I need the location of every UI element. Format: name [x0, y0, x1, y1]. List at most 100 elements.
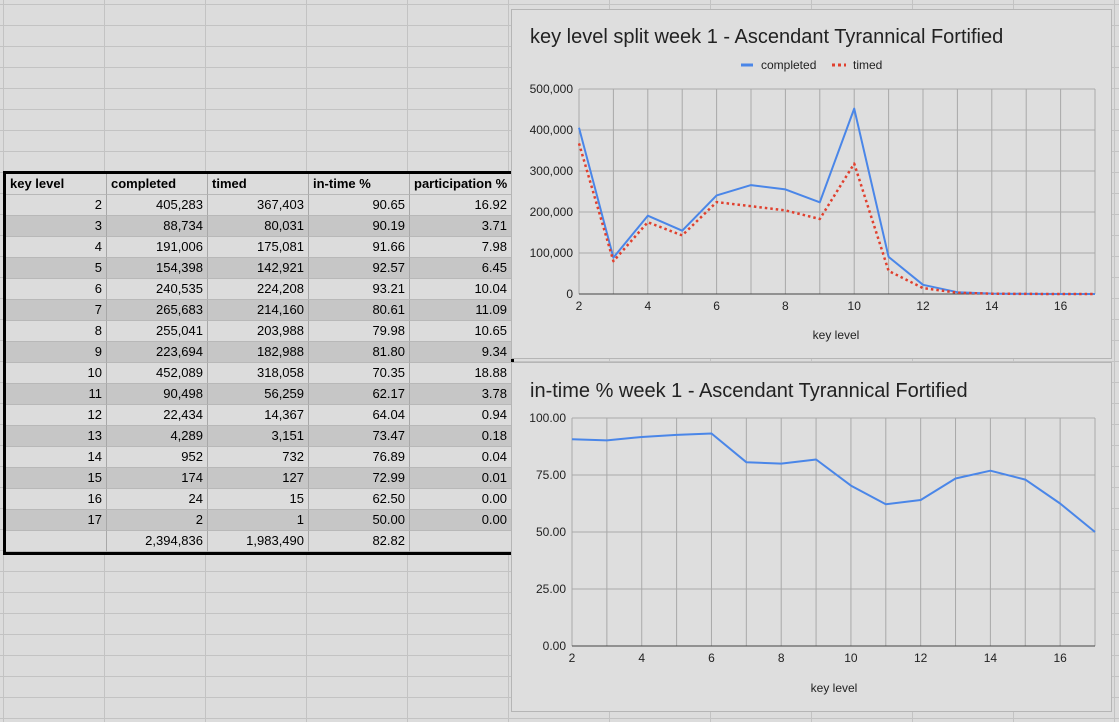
table-cell[interactable]: 142,921 [208, 258, 309, 279]
table-cell[interactable]: 22,434 [107, 405, 208, 426]
data-point[interactable] [709, 431, 713, 435]
table-cell[interactable]: 214,160 [208, 300, 309, 321]
total-cell[interactable]: 2,394,836 [107, 531, 208, 552]
table-cell[interactable]: 223,694 [107, 342, 208, 363]
data-point[interactable] [744, 460, 748, 464]
table-cell[interactable]: 10 [6, 363, 107, 384]
table-cell[interactable]: 224,208 [208, 279, 309, 300]
table-cell[interactable]: 9 [6, 342, 107, 363]
table-cell[interactable]: 76.89 [309, 447, 410, 468]
data-point[interactable] [779, 462, 783, 466]
table-cell[interactable]: 0.04 [410, 447, 511, 468]
table-cell[interactable]: 15 [6, 468, 107, 489]
table-cell[interactable]: 154,398 [107, 258, 208, 279]
table-cell[interactable]: 7.98 [410, 237, 511, 258]
table-cell[interactable]: 0.94 [410, 405, 511, 426]
table-cell[interactable]: 318,058 [208, 363, 309, 384]
data-point[interactable] [715, 193, 719, 197]
table-cell[interactable]: 5 [6, 258, 107, 279]
table-cell[interactable]: 15 [208, 489, 309, 510]
table-cell[interactable]: 80,031 [208, 216, 309, 237]
table-cell[interactable]: 56,259 [208, 384, 309, 405]
table-cell[interactable]: 10.04 [410, 279, 511, 300]
data-point[interactable] [884, 502, 888, 506]
table-cell[interactable]: 0.18 [410, 426, 511, 447]
table-cell[interactable]: 73.47 [309, 426, 410, 447]
table-cell[interactable]: 14,367 [208, 405, 309, 426]
data-point[interactable] [887, 269, 891, 273]
data-point[interactable] [1059, 292, 1063, 296]
data-point[interactable] [640, 435, 644, 439]
table-cell[interactable]: 6.45 [410, 258, 511, 279]
table-cell[interactable]: 2 [6, 195, 107, 216]
data-point[interactable] [919, 498, 923, 502]
table-cell[interactable]: 0.00 [410, 510, 511, 531]
table-cell[interactable]: 9.34 [410, 342, 511, 363]
table-cell[interactable]: 8 [6, 321, 107, 342]
data-point[interactable] [675, 433, 679, 437]
table-cell[interactable]: 90.19 [309, 216, 410, 237]
table-cell[interactable]: 88,734 [107, 216, 208, 237]
table-cell[interactable]: 7 [6, 300, 107, 321]
in-time-percent-chart[interactable]: 0.00 25.00 50.00 75.00 100.00 2 4 6 8 10 12 14 16 in… [511, 362, 1112, 712]
data-point[interactable] [849, 484, 853, 488]
table-cell[interactable]: 72.99 [309, 468, 410, 489]
data-point[interactable] [852, 107, 856, 111]
table-cell[interactable]: 62.50 [309, 489, 410, 510]
table-cell[interactable]: 174 [107, 468, 208, 489]
total-cell[interactable]: 82.82 [309, 531, 410, 552]
table-cell[interactable]: 952 [107, 447, 208, 468]
data-point[interactable] [852, 162, 856, 166]
table-cell[interactable]: 0.00 [410, 489, 511, 510]
data-point[interactable] [988, 469, 992, 473]
data-point[interactable] [783, 208, 787, 212]
data-point[interactable] [814, 457, 818, 461]
header-cell[interactable]: key level [6, 174, 107, 195]
data-point[interactable] [990, 292, 994, 296]
table-cell[interactable]: 93.21 [309, 279, 410, 300]
data-point[interactable] [749, 204, 753, 208]
data-point[interactable] [1023, 478, 1027, 482]
header-cell[interactable]: in-time % [309, 174, 410, 195]
total-cell[interactable]: 1,983,490 [208, 531, 309, 552]
table-cell[interactable]: 1 [208, 510, 309, 531]
table-cell[interactable]: 18.88 [410, 363, 511, 384]
table-cell[interactable]: 255,041 [107, 321, 208, 342]
data-point[interactable] [646, 220, 650, 224]
table-cell[interactable]: 16.92 [410, 195, 511, 216]
data-point[interactable] [955, 291, 959, 295]
table-cell[interactable]: 17 [6, 510, 107, 531]
data-point[interactable] [646, 214, 650, 218]
table-cell[interactable]: 405,283 [107, 195, 208, 216]
data-point[interactable] [577, 141, 581, 145]
table-cell[interactable]: 16 [6, 489, 107, 510]
data-point[interactable] [783, 187, 787, 191]
total-cell[interactable] [410, 531, 511, 552]
table-cell[interactable]: 3 [6, 216, 107, 237]
table-cell[interactable]: 2 [107, 510, 208, 531]
data-point[interactable] [605, 438, 609, 442]
table-cell[interactable]: 127 [208, 468, 309, 489]
table-cell[interactable]: 367,403 [208, 195, 309, 216]
table-cell[interactable]: 62.17 [309, 384, 410, 405]
data-point[interactable] [818, 200, 822, 204]
table-cell[interactable]: 70.35 [309, 363, 410, 384]
data-point[interactable] [611, 259, 615, 263]
table-cell[interactable]: 79.98 [309, 321, 410, 342]
data-point[interactable] [887, 255, 891, 259]
series-line-timed[interactable] [577, 143, 1095, 296]
data-point[interactable] [749, 183, 753, 187]
table-cell[interactable]: 203,988 [208, 321, 309, 342]
table-cell[interactable]: 4 [6, 237, 107, 258]
data-point[interactable] [570, 437, 574, 441]
data-point[interactable] [680, 229, 684, 233]
table-cell[interactable]: 191,006 [107, 237, 208, 258]
data-point[interactable] [680, 233, 684, 237]
table-cell[interactable]: 50.00 [309, 510, 410, 531]
data-point[interactable] [1024, 292, 1028, 296]
table-cell[interactable]: 24 [107, 489, 208, 510]
series-line-series-1[interactable] [571, 432, 1096, 533]
data-point[interactable] [577, 126, 581, 130]
data-point[interactable] [715, 200, 719, 204]
table-cell[interactable]: 4,289 [107, 426, 208, 447]
